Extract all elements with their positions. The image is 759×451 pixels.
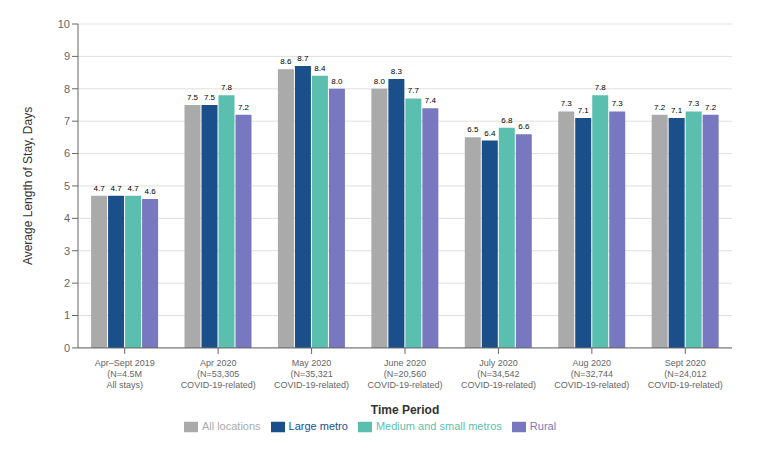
svg-text:4.6: 4.6 [145, 187, 157, 196]
svg-text:4.7: 4.7 [94, 184, 106, 193]
svg-text:7.8: 7.8 [595, 83, 607, 92]
svg-text:6.8: 6.8 [501, 116, 513, 125]
svg-text:6.5: 6.5 [467, 125, 479, 134]
svg-text:7.2: 7.2 [238, 103, 250, 112]
svg-text:3: 3 [64, 245, 70, 257]
svg-text:7.5: 7.5 [204, 93, 216, 102]
svg-text:7.2: 7.2 [705, 103, 717, 112]
svg-text:7.7: 7.7 [408, 86, 420, 95]
svg-text:7.3: 7.3 [612, 99, 624, 108]
svg-text:7.1: 7.1 [671, 106, 683, 115]
svg-text:Time Period: Time Period [371, 403, 439, 417]
svg-text:4: 4 [64, 212, 70, 224]
svg-text:8.6: 8.6 [280, 57, 292, 66]
svg-text:Average Length of Stay, Days: Average Length of Stay, Days [21, 107, 35, 265]
svg-text:July 2020(N=34,542COVID-19-rel: July 2020(N=34,542COVID-19-related) [461, 358, 536, 390]
svg-text:7: 7 [64, 115, 70, 127]
svg-text:7.3: 7.3 [688, 99, 700, 108]
html-text:Rural: Rural [529, 419, 557, 432]
svg-text:Aug 2020(N=32,744COVID-19-rela: Aug 2020(N=32,744COVID-19-related) [554, 358, 629, 390]
svg-text:8.7: 8.7 [297, 54, 309, 63]
svg-text:8.3: 8.3 [391, 67, 403, 76]
svg-text:4.7: 4.7 [111, 184, 123, 193]
svg-text:2: 2 [64, 277, 70, 289]
svg-text:8.0: 8.0 [331, 77, 343, 86]
svg-text:1: 1 [64, 309, 70, 321]
svg-text:Apr–Sept 2019(N=4.5MAll stays): Apr–Sept 2019(N=4.5MAll stays) [95, 358, 155, 390]
svg-text:10: 10 [58, 18, 70, 30]
svg-text:Sept 2020(N=24,012COVID-19-rel: Sept 2020(N=24,012COVID-19-related) [648, 358, 723, 390]
svg-text:7.4: 7.4 [425, 96, 437, 105]
svg-text:9: 9 [64, 50, 70, 62]
svg-text:8.0: 8.0 [374, 77, 386, 86]
svg-text:0: 0 [64, 342, 70, 354]
svg-text:5: 5 [64, 180, 70, 192]
svg-text:7.8: 7.8 [221, 83, 233, 92]
html-text:Large metro: Large metro [288, 419, 348, 432]
svg-text:Apr 2020(N=53,305COVID-19-rela: Apr 2020(N=53,305COVID-19-related) [181, 358, 256, 390]
svg-text:7.1: 7.1 [578, 106, 590, 115]
svg-text:7.3: 7.3 [561, 99, 573, 108]
svg-text:May 2020(N=35,321COVID-19-rela: May 2020(N=35,321COVID-19-related) [274, 358, 349, 390]
svg-text:8: 8 [64, 83, 70, 95]
html-text:Medium and small metros: Medium and small metros [375, 419, 502, 432]
svg-text:6.4: 6.4 [484, 129, 496, 138]
svg-text:June 2020(N=20,560COVID-19-rel: June 2020(N=20,560COVID-19-related) [367, 358, 442, 390]
svg-text:6: 6 [64, 147, 70, 159]
svg-text:7.2: 7.2 [654, 103, 666, 112]
svg-text:7.5: 7.5 [187, 93, 199, 102]
html-text:All locations: All locations [201, 419, 261, 432]
svg-text:4.7: 4.7 [128, 184, 140, 193]
svg-text:8.4: 8.4 [314, 64, 326, 73]
svg-text:6.6: 6.6 [518, 122, 530, 131]
